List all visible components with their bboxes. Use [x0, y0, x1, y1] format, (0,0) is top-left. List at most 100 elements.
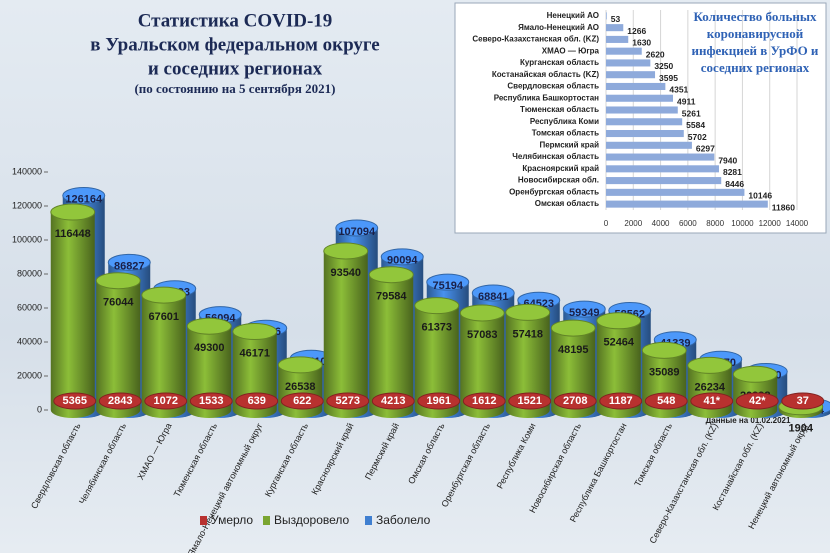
y-tick-label: Тюменская область [520, 105, 599, 114]
bar [606, 106, 678, 114]
dead-marker [53, 392, 97, 410]
data-label: 59349 [569, 307, 600, 319]
y-tick-label: Красноярский край [522, 164, 599, 173]
data-label: 1533 [199, 395, 223, 407]
x-tick-label: Пермский край [363, 421, 401, 481]
dead-marker [326, 392, 370, 410]
bar-cap [95, 272, 141, 290]
bar-cap [141, 286, 187, 304]
bar [606, 130, 684, 138]
bar-cap [596, 312, 642, 330]
y-tick-label: Свердловская область [507, 82, 599, 91]
data-label: 48195 [558, 344, 589, 356]
data-label: 11860 [772, 202, 795, 212]
dead-marker [462, 392, 506, 410]
bar-cap [426, 273, 470, 291]
y-tick-label: 60000 [17, 302, 42, 312]
legend-label: Заболело [376, 513, 431, 527]
x-tick-label: 2000 [624, 219, 642, 228]
data-label: 42* [749, 395, 766, 407]
data-label: 75194 [432, 280, 463, 292]
y-tick-label: Северо-Казахстанская обл. (KZ) [472, 35, 599, 44]
data-label: 7940 [718, 155, 737, 165]
data-label: 107094 [338, 226, 376, 238]
data-label: 1612 [472, 395, 496, 407]
data-label: 10146 [748, 191, 772, 201]
bar [460, 312, 505, 418]
x-tick-label: ХМАО — Югра [135, 421, 173, 481]
y-tick-label: Костанайская область (KZ) [492, 70, 599, 79]
bar [606, 71, 656, 79]
chart-subtitle: (по состоянию на 5 сентября 2021) [134, 81, 335, 96]
data-label: 41* [703, 395, 720, 407]
chart-title: Статистика COVID-19 [138, 10, 333, 31]
legend-label: Умерло [211, 513, 253, 527]
bar-cap [368, 266, 414, 284]
bar-cap [186, 317, 232, 335]
x-tick-label: Тюменская область [172, 421, 220, 499]
bar [414, 305, 459, 418]
bar [606, 188, 745, 196]
dead-marker [781, 392, 825, 410]
bar-cap [562, 300, 606, 318]
dead-marker [508, 392, 552, 410]
data-label: 86827 [114, 260, 145, 272]
data-label: 93540 [330, 267, 361, 279]
y-tick-label: Республика Башкортостан [494, 93, 599, 102]
data-label: 5261 [682, 108, 701, 118]
data-label: 37 [797, 395, 809, 407]
y-tick-label: 100000 [12, 234, 42, 244]
x-tick-label: Омская область [406, 421, 447, 486]
data-label: 46171 [239, 347, 270, 359]
bar-cap [505, 303, 551, 321]
bar-cap [107, 253, 151, 271]
y-tick-label: Омская область [535, 199, 599, 208]
legend-swatch [365, 516, 372, 525]
data-label: 1961 [427, 395, 451, 407]
data-label: 6297 [696, 144, 715, 154]
bar [606, 59, 651, 67]
legend-swatch [263, 516, 270, 525]
x-tick-label: 12000 [759, 219, 782, 228]
bar [606, 47, 642, 55]
y-tick-label: Челябинская область [512, 152, 599, 161]
data-label: 79584 [376, 291, 407, 303]
data-label: 5702 [688, 132, 707, 142]
data-label: 5365 [63, 395, 87, 407]
data-label: 4351 [669, 85, 688, 95]
data-label: 548 [657, 395, 675, 407]
data-label: 126164 [65, 193, 103, 205]
y-tick-label: Республика Коми [530, 117, 599, 126]
data-label: 1904 [789, 423, 814, 435]
x-tick-label: Томская область [632, 421, 674, 488]
bar-cap [471, 284, 515, 302]
data-label: 4911 [677, 96, 696, 106]
y-tick-label: Оренбургская область [509, 187, 599, 196]
y-tick-label: Новосибирская обл. [518, 176, 599, 185]
annotation: Данные на 01.02.2021 [706, 416, 791, 425]
bar-cap [550, 319, 596, 337]
dead-marker [644, 392, 688, 410]
dead-marker [98, 392, 142, 410]
bar [606, 82, 666, 90]
bar [505, 312, 550, 418]
data-label: 622 [293, 395, 311, 407]
data-label: 1630 [632, 38, 651, 48]
data-label: 639 [248, 395, 266, 407]
y-tick-label: 40000 [17, 336, 42, 346]
data-label: 2708 [563, 395, 587, 407]
bar [606, 177, 722, 185]
bar [606, 141, 692, 149]
bar [606, 35, 629, 43]
bar [606, 153, 715, 161]
dead-marker [189, 392, 233, 410]
bar-cap [232, 323, 278, 341]
data-label: 116448 [55, 228, 91, 240]
x-tick-label: Ямало-Ненецкий автономный округ [186, 421, 265, 553]
x-tick-label: Челябинская область [77, 421, 128, 506]
x-tick-label: 0 [604, 219, 609, 228]
dead-marker [144, 392, 188, 410]
data-label: 67601 [148, 311, 179, 323]
data-label: 49300 [194, 342, 225, 354]
data-label: 2620 [646, 49, 665, 59]
